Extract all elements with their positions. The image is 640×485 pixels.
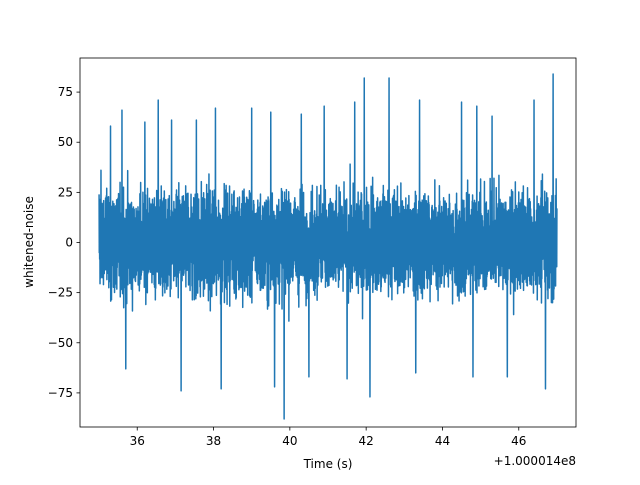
x-tick-label: 40 <box>282 434 297 448</box>
x-tick-label: 42 <box>359 434 374 448</box>
y-tick-label: 25 <box>58 185 73 199</box>
series-line <box>98 73 558 420</box>
x-tick-label: 38 <box>206 434 221 448</box>
x-axis-offset-label: +1.000014e8 <box>494 454 576 468</box>
x-tick-label: 36 <box>130 434 145 448</box>
y-tick-label: −50 <box>48 336 73 350</box>
x-tick-label: 44 <box>435 434 450 448</box>
y-axis-ticks: −75 −50 −25 0 25 50 75 <box>48 85 80 400</box>
y-tick-label: −25 <box>48 286 73 300</box>
y-tick-label: −75 <box>48 386 73 400</box>
series-layer <box>98 73 558 420</box>
x-tick-label: 46 <box>511 434 526 448</box>
y-tick-label: 75 <box>58 85 73 99</box>
y-tick-label: 50 <box>58 135 73 149</box>
y-axis-label: whitened-noise <box>22 196 36 288</box>
x-axis-label: Time (s) <box>303 457 353 471</box>
y-tick-label: 0 <box>65 236 73 250</box>
x-axis-ticks: 36 38 40 42 44 46 <box>130 427 526 448</box>
